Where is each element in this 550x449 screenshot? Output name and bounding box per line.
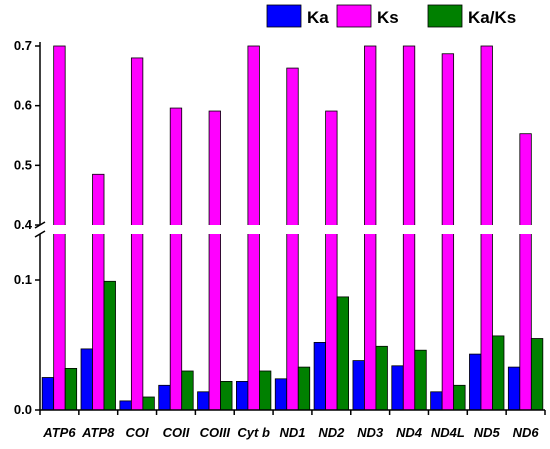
bar-ka-coiii: [197, 391, 210, 411]
bar-ks-nd2: [325, 110, 338, 411]
x-tick-label: ND5: [474, 425, 501, 440]
legend: Ka Ks Ka/Ks: [266, 4, 516, 28]
y-tick-label: 0.4: [14, 217, 33, 232]
x-tick-label: COI: [126, 425, 150, 440]
bar-ka-coii: [158, 384, 171, 411]
legend-swatch: [266, 4, 302, 28]
x-tick-label: ATP8: [81, 425, 115, 440]
y-tick-label: 0.7: [14, 38, 32, 53]
x-tick-label: ATP6: [42, 425, 76, 440]
x-tick-label: COIII: [200, 425, 231, 440]
x-tick-label: ND2: [318, 425, 345, 440]
bar-ka-nd1: [274, 378, 288, 411]
bar-ka-nd2: [313, 341, 326, 411]
bar-ks-nd1: [286, 67, 299, 411]
y-tick-label: 0.5: [14, 157, 32, 172]
bar-ka-ks-nd6: [530, 338, 544, 411]
bar-ka-nd6: [507, 366, 521, 411]
bar-ka-ks-cyt-b: [259, 370, 272, 411]
bar-ka-ks-coii: [181, 370, 194, 411]
legend-swatch: [336, 4, 372, 28]
x-tick-label: ND6: [513, 425, 540, 440]
axes-layer: 0.4 0.5 0.6 0.7 0.0 0.1 ATP6 ATP8 COI COII COIII Cy…: [14, 38, 546, 440]
bar-ka-nd4l: [430, 391, 443, 411]
y-tick-label: 0.0: [14, 402, 32, 417]
x-tick-label: Cyt b: [237, 425, 270, 440]
x-tick-label: COII: [163, 425, 190, 440]
y-tick-label: 0.1: [14, 272, 32, 287]
x-tick-label: ND4L: [431, 425, 465, 440]
y-tick-label: 0.6: [14, 98, 32, 113]
bar-ka-cyt-b: [236, 380, 249, 411]
x-tick-label: ND4: [396, 425, 423, 440]
legend-label: Ka: [307, 8, 329, 27]
legend-label: Ka/Ks: [468, 8, 516, 27]
x-tick-label: ND3: [357, 425, 384, 440]
bar-ka-nd3: [352, 360, 365, 411]
axis-break-gap: [40, 225, 545, 234]
bar-ks-coiii: [208, 110, 221, 411]
bar-ka-nd4: [391, 365, 404, 411]
bar-ka-ks-nd1: [297, 366, 311, 411]
bar-ka-ks-nd4: [414, 349, 427, 411]
bar-ka-atp6: [41, 377, 55, 411]
bar-ka-coi: [119, 400, 132, 411]
legend-swatch: [427, 4, 463, 28]
bar-ka-ks-atp6: [64, 367, 78, 411]
x-tick-label: ND1: [279, 425, 305, 440]
axis-break-mark: [34, 230, 46, 238]
bar-ks-atp8: [92, 173, 105, 411]
bar-ka-ks-nd2: [336, 296, 349, 411]
bar-ka-ks-atp8: [103, 280, 116, 411]
bar-ks-coii: [169, 107, 183, 411]
bar-ka-atp8: [80, 348, 93, 411]
bar-ka-ks-nd3: [375, 345, 388, 411]
bar-ka-nd5: [469, 353, 482, 411]
bar-ka-ks-nd4l: [453, 384, 466, 411]
legend-label: Ks: [377, 8, 399, 27]
bar-ka-ks-nd5: [492, 335, 505, 411]
bar-ks-nd6: [519, 133, 532, 411]
bars-layer: [40, 45, 545, 411]
bar-ka-ks-coiii: [220, 380, 233, 411]
bar-ka-ks-coi: [142, 396, 155, 411]
